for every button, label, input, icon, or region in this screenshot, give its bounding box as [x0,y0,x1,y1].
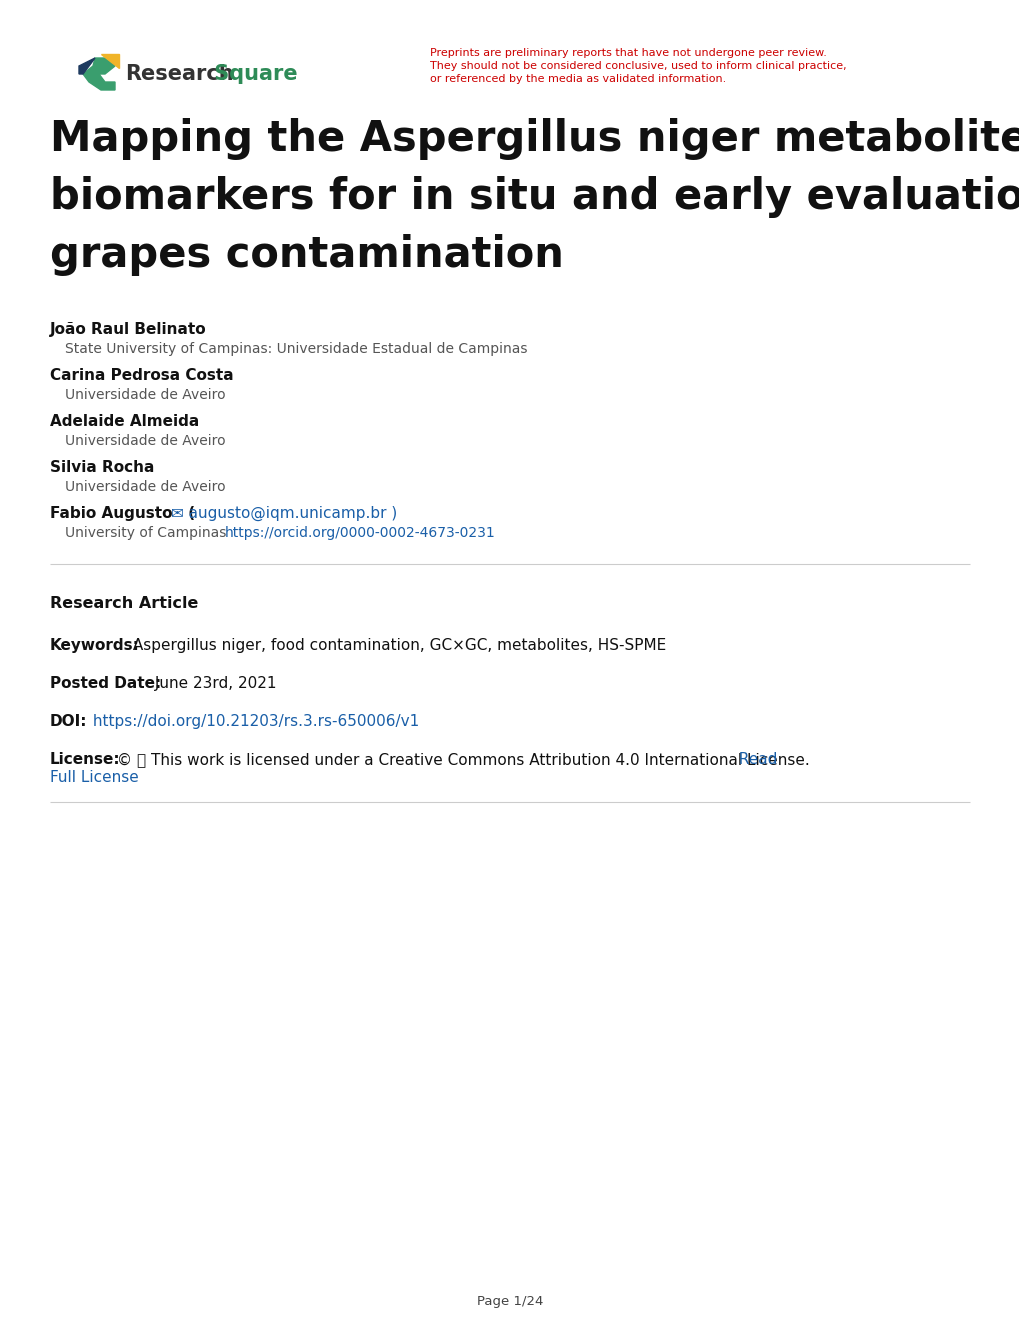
Text: University of Campinas: University of Campinas [65,525,226,540]
Text: State University of Campinas: Universidade Estadual de Campinas: State University of Campinas: Universida… [65,342,527,356]
Text: Page 1/24: Page 1/24 [476,1295,543,1308]
Text: Keywords:: Keywords: [50,638,140,653]
Text: Universidade de Aveiro: Universidade de Aveiro [65,388,225,403]
Text: ✉ augusto@iqm.unicamp.br ): ✉ augusto@iqm.unicamp.br ) [171,506,397,521]
Polygon shape [101,54,119,69]
Text: Square: Square [207,63,298,84]
Text: Posted Date:: Posted Date: [50,676,161,690]
Text: Universidade de Aveiro: Universidade de Aveiro [65,434,225,447]
Text: grapes contamination: grapes contamination [50,234,564,276]
Text: biomarkers for in situ and early evaluation of table: biomarkers for in situ and early evaluat… [50,176,1019,218]
Text: João Raul Belinato: João Raul Belinato [50,322,207,337]
Text: Silvia Rocha: Silvia Rocha [50,459,154,475]
Text: License:: License: [50,752,120,767]
Text: Research: Research [125,63,233,84]
Text: Full License: Full License [50,770,139,785]
Text: or referenced by the media as validated information.: or referenced by the media as validated … [430,74,726,84]
Text: Carina Pedrosa Costa: Carina Pedrosa Costa [50,368,233,383]
Text: https://doi.org/10.21203/rs.3.rs-650006/v1: https://doi.org/10.21203/rs.3.rs-650006/… [88,714,419,729]
Text: https://orcid.org/0000-0002-4673-0231: https://orcid.org/0000-0002-4673-0231 [225,525,495,540]
Text: Preprints are preliminary reports that have not undergone peer review.: Preprints are preliminary reports that h… [430,48,826,58]
Text: They should not be considered conclusive, used to inform clinical practice,: They should not be considered conclusive… [430,61,846,71]
Text: Universidade de Aveiro: Universidade de Aveiro [65,480,225,494]
Text: © ⓘ This work is licensed under a Creative Commons Attribution 4.0 International: © ⓘ This work is licensed under a Creati… [112,752,809,767]
Polygon shape [83,58,115,90]
Text: Aspergillus niger, food contamination, GC×GC, metabolites, HS-SPME: Aspergillus niger, food contamination, G… [127,638,665,653]
Text: Mapping the Aspergillus niger metabolite: Mapping the Aspergillus niger metabolite [50,117,1019,160]
Text: Research Article: Research Article [50,597,198,611]
Text: Fabio Augusto   (: Fabio Augusto ( [50,506,195,521]
Text: Read: Read [729,752,776,767]
Text: June 23rd, 2021: June 23rd, 2021 [150,676,276,690]
Text: Adelaide Almeida: Adelaide Almeida [50,414,199,429]
Polygon shape [78,58,95,74]
Text: DOI:: DOI: [50,714,88,729]
